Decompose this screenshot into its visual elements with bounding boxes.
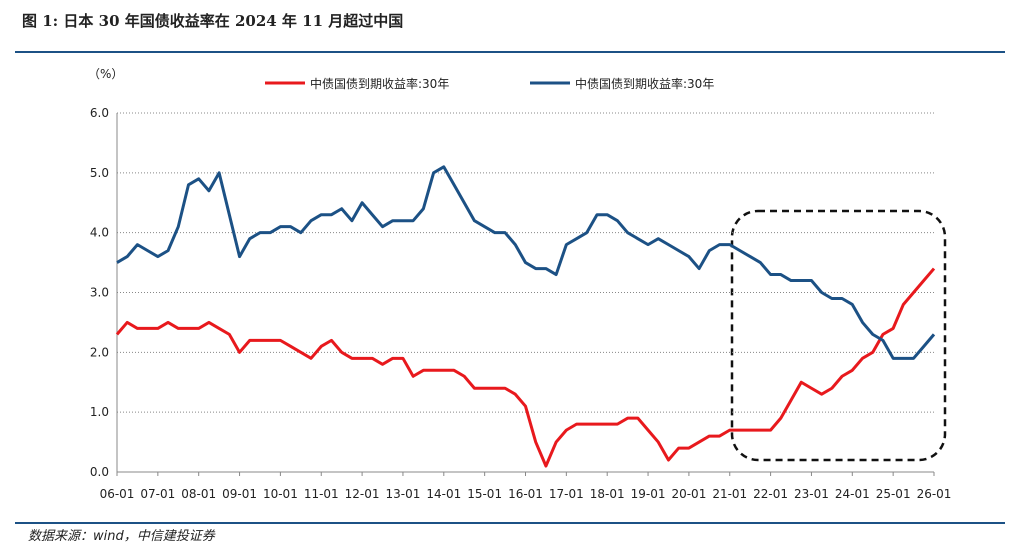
x-tick-label: 08-01 (181, 487, 216, 501)
y-tick-label: 0.0 (90, 465, 109, 479)
x-tick-label: 26-01 (917, 487, 952, 501)
y-tick-label: 3.0 (90, 286, 109, 300)
legend-label: 中债国债到期收益率:30年 (310, 76, 449, 91)
x-tick-label: 09-01 (222, 487, 257, 501)
x-tick-label: 11-01 (304, 487, 339, 501)
legend-label: 中债国债到期收益率:30年 (575, 76, 714, 91)
y-tick-label: 6.0 (90, 106, 109, 120)
series-line (115, 267, 936, 468)
x-tick-label: 21-01 (712, 487, 747, 501)
x-tick-label: 20-01 (671, 487, 706, 501)
y-tick-label: 5.0 (90, 166, 109, 180)
y-unit: （%） (88, 67, 123, 81)
x-tick-label: 17-01 (549, 487, 584, 501)
x-tick-label: 25-01 (876, 487, 911, 501)
x-tick-label: 22-01 (753, 487, 788, 501)
x-tick-label: 19-01 (631, 487, 666, 501)
x-tick-label: 24-01 (835, 487, 870, 501)
x-tick-label: 12-01 (345, 487, 380, 501)
x-tick-label: 16-01 (508, 487, 543, 501)
y-tick-label: 2.0 (90, 345, 109, 359)
x-tick-label: 15-01 (467, 487, 502, 501)
series-line (116, 165, 936, 360)
x-tick-label: 18-01 (590, 487, 625, 501)
x-tick-label: 10-01 (263, 487, 298, 501)
x-tick-label: 23-01 (794, 487, 829, 501)
x-tick-label: 06-01 (100, 487, 135, 501)
y-tick-label: 1.0 (90, 405, 109, 419)
chart-title: 图 1: 日本 30 年国债收益率在 2024 年 11 月超过中国 (22, 12, 403, 30)
x-tick-label: 13-01 (386, 487, 421, 501)
y-tick-label: 4.0 (90, 226, 109, 240)
source-note: 数据来源：wind，中信建投证券 (28, 529, 216, 544)
highlight-box (730, 209, 947, 462)
x-tick-label: 07-01 (140, 487, 175, 501)
x-tick-label: 14-01 (426, 487, 461, 501)
